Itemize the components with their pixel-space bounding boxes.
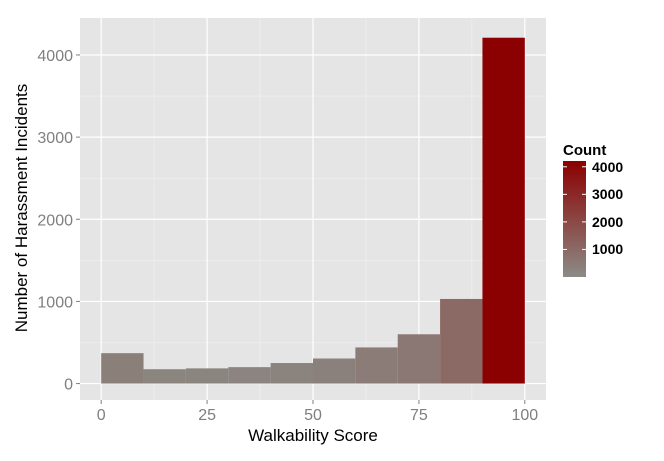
x-tick-label: 50 [304,407,322,424]
histogram-bar [397,334,441,384]
histogram-bar [185,368,229,384]
legend-label: 1000 [592,241,624,258]
x-tick-label: 100 [511,407,538,424]
x-tick-label: 75 [410,407,428,424]
legend-label: 4000 [592,158,624,175]
x-tick-label: 25 [198,407,216,424]
histogram-bar [228,367,271,384]
histogram-bar [270,363,313,384]
legend-label: 3000 [592,186,624,203]
histogram-bar [143,369,186,384]
legend-title: Count [563,142,607,159]
histogram-bar [440,298,483,384]
y-tick-label: 2000 [37,212,73,229]
legend-gradient-bar [563,161,586,277]
x-axis-title: Walkability Score [248,426,378,445]
bars [101,37,525,384]
histogram-bar [101,353,144,384]
y-tick-label: 0 [64,377,73,394]
legend-label: 2000 [592,213,624,230]
histogram-bar [482,37,525,384]
y-tick-label: 1000 [37,294,73,311]
y-tick-label: 3000 [37,130,73,147]
x-tick-label: 0 [97,407,106,424]
histogram-bar [355,347,398,384]
histogram-bar [313,358,356,384]
y-tick-label: 4000 [37,48,73,65]
y-axis-title: Number of Harassment Incidents [12,83,31,333]
legend-colorbar [563,161,586,277]
